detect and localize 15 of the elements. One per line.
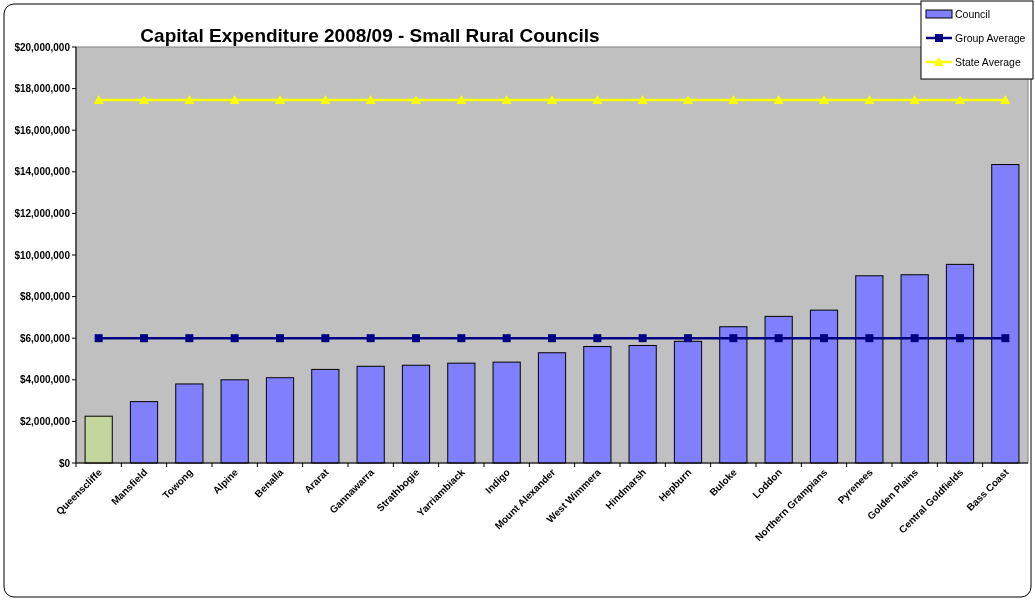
y-tick-label: $10,000,000: [14, 249, 71, 261]
y-tick-label: $18,000,000: [14, 83, 71, 95]
y-tick-label: $4,000,000: [19, 374, 71, 386]
legend-label: Group Average: [955, 31, 1026, 44]
y-tick-label: $16,000,000: [14, 124, 71, 136]
y-tick-label: $12,000,000: [14, 207, 71, 219]
y-tick-label: $0: [58, 457, 71, 469]
chart-title: Capital Expenditure 2008/09 - Small Rural Councils: [140, 25, 600, 46]
y-tick-label: $14,000,000: [14, 166, 71, 178]
y-tick-label: $2,000,000: [19, 415, 71, 427]
y-tick-label: $8,000,000: [19, 291, 71, 303]
y-tick-label: $20,000,000: [14, 41, 71, 53]
y-tick-label: $6,000,000: [19, 332, 71, 344]
legend-label: State Average: [955, 55, 1021, 68]
legend-label: Council: [955, 7, 991, 20]
